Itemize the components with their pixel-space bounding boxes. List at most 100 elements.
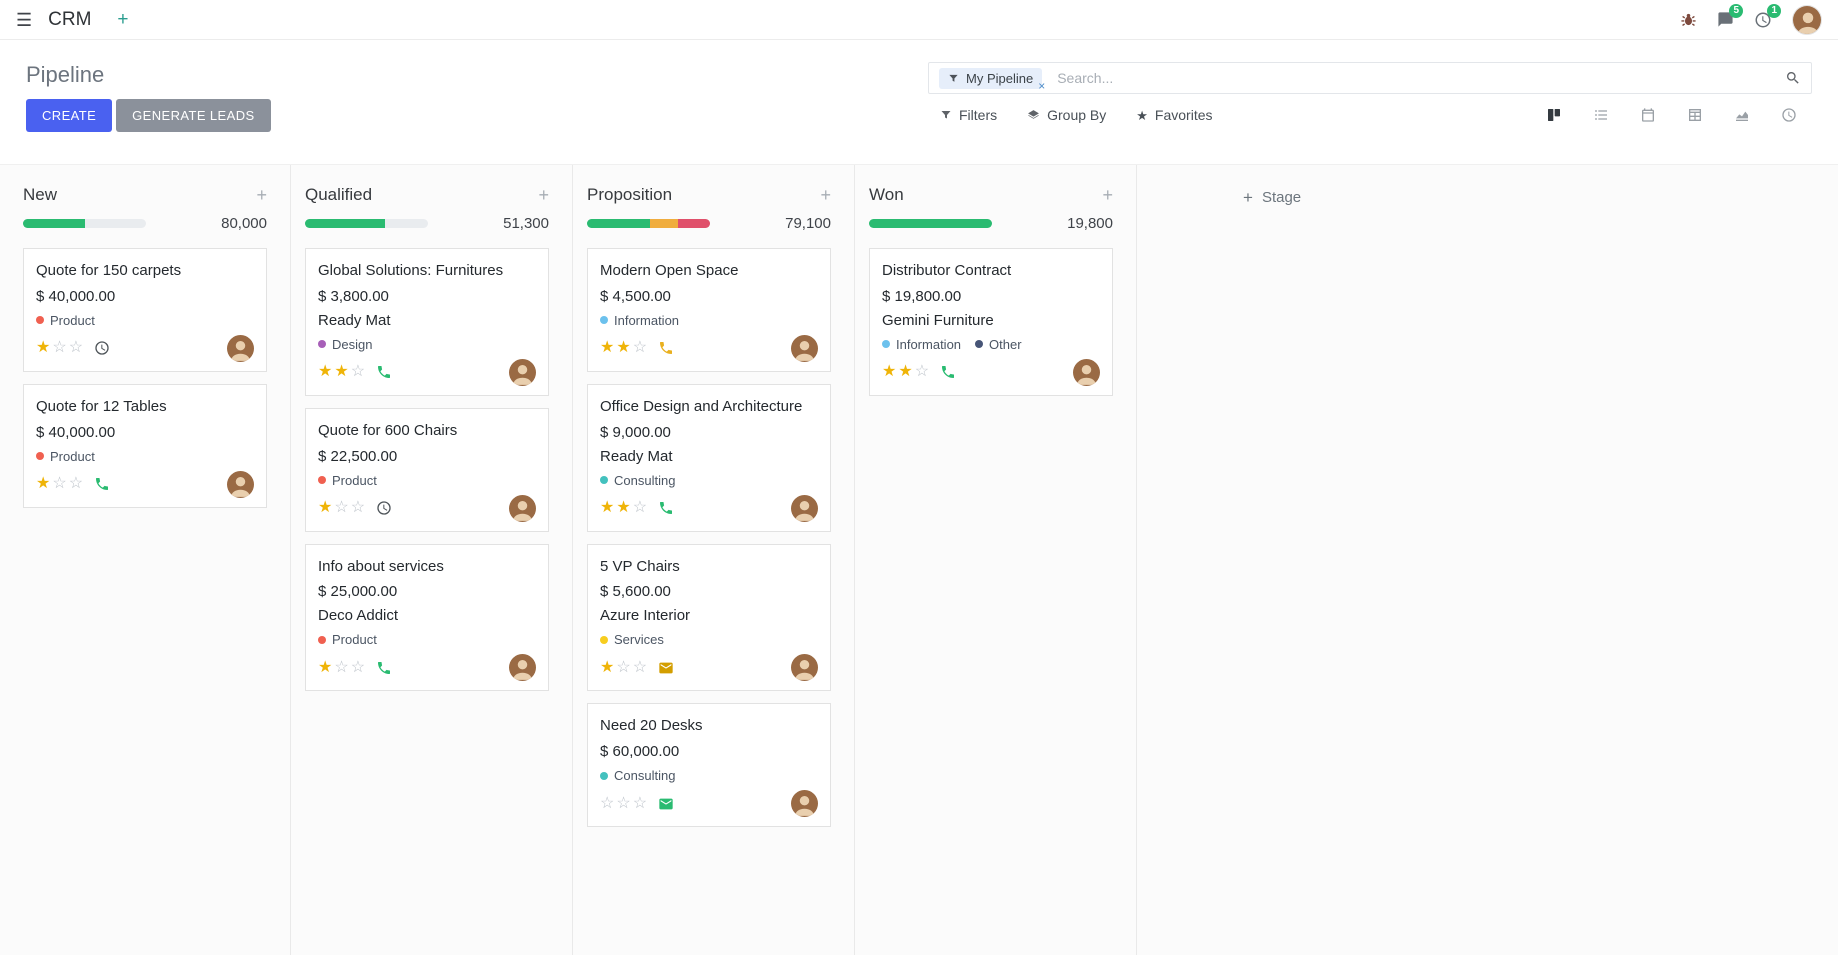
column-progress-bar[interactable]	[869, 219, 992, 228]
list-icon	[1594, 110, 1607, 120]
tag: Services	[600, 632, 664, 647]
debug-bug-icon[interactable]	[1680, 11, 1697, 28]
activity-indicator[interactable]	[658, 500, 674, 516]
tag-label: Services	[614, 632, 664, 648]
kanban-card[interactable]: Global Solutions: Furnitures $ 3,800.00 …	[305, 248, 549, 396]
filters-button[interactable]: Filters	[940, 107, 997, 123]
priority-stars[interactable]: ★☆☆	[36, 475, 86, 492]
kanban-card[interactable]: Need 20 Desks $ 60,000.00 Consulting ☆☆☆	[587, 703, 831, 827]
search-icon[interactable]	[1785, 70, 1801, 86]
priority-stars[interactable]: ★☆☆	[600, 658, 650, 676]
phone-icon	[660, 342, 673, 355]
column-title[interactable]: Won	[869, 185, 904, 204]
avatar[interactable]	[791, 790, 818, 817]
add-stage-area: + Stage	[1137, 165, 1301, 955]
generate-leads-button[interactable]: GENERATE LEADS	[116, 99, 271, 132]
priority-stars[interactable]: ★☆☆	[318, 499, 368, 516]
avatar[interactable]	[791, 654, 818, 682]
activity-indicator[interactable]	[658, 340, 674, 356]
activity-indicator[interactable]	[94, 340, 110, 356]
user-avatar[interactable]	[1792, 4, 1822, 35]
priority-stars[interactable]: ★☆☆	[36, 339, 86, 357]
create-button[interactable]: CREATE	[26, 99, 113, 132]
kanban-card[interactable]: Modern Open Space $ 4,500.00 Information…	[587, 248, 831, 372]
activity-indicator[interactable]	[658, 660, 674, 676]
view-pivot-button[interactable]	[1671, 102, 1718, 128]
card-amount: $ 4,500.00	[600, 287, 671, 305]
tag-color-dot	[36, 452, 44, 460]
bug-icon	[1681, 13, 1696, 27]
add-stage-button[interactable]: + Stage	[1243, 188, 1302, 207]
priority-stars[interactable]: ☆☆☆	[600, 794, 650, 812]
add-icon[interactable]: +	[117, 9, 129, 30]
activities-button[interactable]: 1	[1754, 3, 1781, 29]
column-progress-bar[interactable]	[23, 219, 146, 228]
card-partner: Gemini Furniture	[882, 311, 994, 329]
view-list-button[interactable]	[1577, 102, 1624, 128]
column-title[interactable]: Qualified	[305, 185, 373, 204]
kanban-card[interactable]: 5 VP Chairs $ 5,600.00 Azure Interior Se…	[587, 543, 831, 692]
add-record-button[interactable]: +	[820, 185, 831, 205]
view-kanban-button[interactable]	[1530, 102, 1577, 128]
column-total: 19,800	[1067, 215, 1113, 232]
avatar[interactable]	[509, 654, 536, 682]
activity-indicator[interactable]	[376, 500, 392, 516]
card-amount: $ 40,000.00	[36, 287, 116, 305]
kanban-card[interactable]: Quote for 12 Tables $ 40,000.00 Product …	[23, 383, 267, 508]
activities-badge: 1	[1767, 3, 1781, 18]
search-input[interactable]	[1045, 70, 1785, 86]
add-record-button[interactable]: +	[538, 185, 549, 205]
column-progress-bar[interactable]	[305, 219, 428, 228]
favorites-button[interactable]: ★ Favorites	[1136, 107, 1213, 123]
priority-stars[interactable]: ★★☆	[318, 363, 368, 381]
avatar[interactable]	[509, 494, 536, 522]
card-partner: Ready Mat	[318, 311, 391, 329]
card-amount: $ 60,000.00	[600, 743, 680, 760]
progress-segment-green	[587, 219, 650, 228]
tag-color-dot	[600, 316, 608, 325]
kanban-card[interactable]: Office Design and Architecture $ 9,000.0…	[587, 383, 831, 532]
card-tags: Product	[36, 313, 254, 328]
messages-button[interactable]: 5	[1717, 4, 1743, 28]
kanban-card[interactable]: Quote for 150 carpets $ 40,000.00 Produc…	[23, 248, 267, 372]
activity-indicator[interactable]	[376, 660, 392, 676]
tag-color-dot	[318, 340, 326, 349]
kanban-column-new: New + 80,000 Quote for 150 carpets $ 40,…	[9, 165, 291, 955]
view-calendar-button[interactable]	[1624, 102, 1671, 128]
priority-stars[interactable]: ★★☆	[882, 363, 932, 381]
priority-stars[interactable]: ★★☆	[600, 339, 650, 357]
card-title: Info about services	[318, 557, 444, 575]
add-record-button[interactable]: +	[1102, 185, 1113, 205]
card-partner: Ready Mat	[600, 447, 673, 465]
add-record-button[interactable]: +	[256, 185, 267, 205]
avatar[interactable]	[1073, 358, 1100, 386]
priority-stars[interactable]: ★★☆	[600, 499, 650, 516]
activity-indicator[interactable]	[940, 364, 956, 380]
avatar[interactable]	[791, 494, 818, 522]
activity-indicator[interactable]	[658, 796, 674, 812]
activity-indicator[interactable]	[376, 364, 392, 380]
kanban-card[interactable]: Quote for 600 Chairs $ 22,500.00 Product…	[305, 407, 549, 532]
avatar[interactable]	[227, 470, 254, 498]
view-graph-button[interactable]	[1718, 102, 1765, 128]
view-activity-button[interactable]	[1765, 102, 1812, 128]
menu-toggle-icon[interactable]: ☰	[16, 9, 33, 30]
activity-indicator[interactable]	[94, 476, 110, 492]
priority-stars[interactable]: ★☆☆	[318, 658, 368, 676]
card-title: Quote for 12 Tables	[36, 397, 167, 415]
facet-remove-icon[interactable]: ×	[1038, 79, 1046, 93]
avatar[interactable]	[227, 334, 254, 362]
progress-segment-green	[23, 219, 85, 228]
column-progress-bar[interactable]	[587, 219, 710, 228]
column-title[interactable]: New	[23, 185, 58, 204]
group-by-button[interactable]: Group By	[1027, 107, 1106, 123]
phone-icon	[96, 478, 109, 490]
avatar[interactable]	[509, 358, 536, 386]
kanban-icon	[1547, 109, 1560, 121]
avatar[interactable]	[791, 334, 818, 362]
app-name[interactable]: CRM	[48, 8, 92, 30]
kanban-card[interactable]: Info about services $ 25,000.00 Deco Add…	[305, 543, 549, 692]
search-facet[interactable]: My Pipeline	[939, 67, 1043, 89]
column-title[interactable]: Proposition	[587, 185, 673, 204]
kanban-card[interactable]: Distributor Contract $ 19,800.00 Gemini …	[869, 248, 1113, 396]
